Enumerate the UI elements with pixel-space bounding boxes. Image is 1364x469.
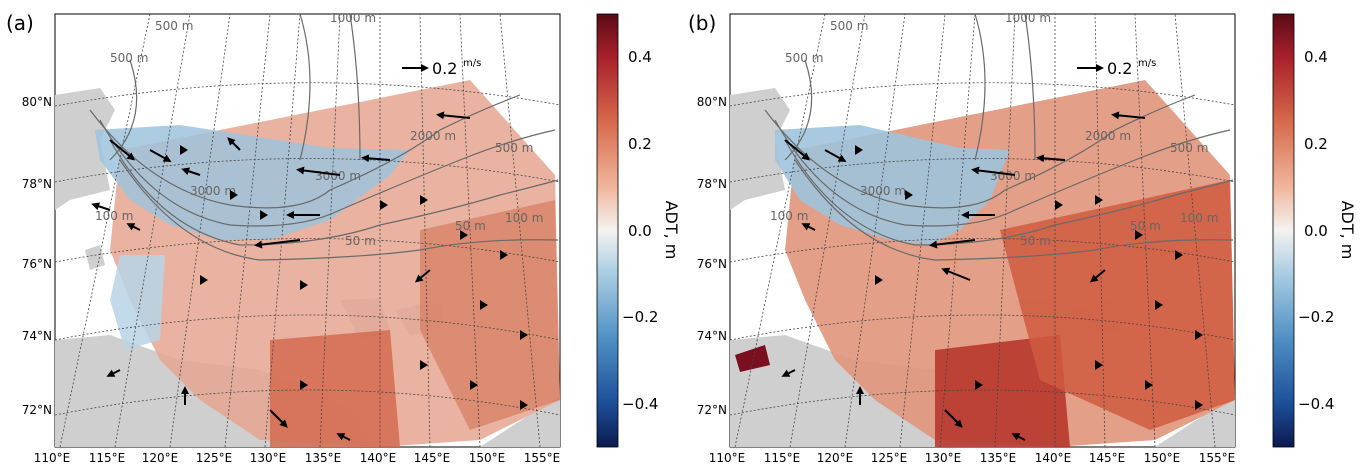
contour-label: 500 m [830,19,868,33]
lon-label: 110°E [709,451,746,465]
lon-label: 140°E [360,451,397,465]
lat-label: 80°N [697,95,727,109]
bathymetry-contours-b [764,13,1234,261]
panel-label-a: (a) [6,11,34,35]
arrow-heads-a [180,145,528,410]
lat-labels-a: 80°N 78°N 76°N 74°N 72°N [22,95,52,417]
lon-label: 120°E [817,451,854,465]
contour-label: 3000 m [315,169,361,183]
contour-label: 500 m [495,141,533,155]
colorbar-gradient-b [1272,13,1295,448]
contour-label: 50 m [1020,234,1051,248]
colorbar-tick: 0.0 [1304,222,1328,240]
lon-label: 115°E [764,451,801,465]
lon-label: 115°E [89,451,126,465]
colorbar-tick: 0.2 [628,135,652,153]
lat-label: 74°N [22,329,52,343]
panel-label-b: (b) [688,11,716,35]
graticule-a [54,13,561,448]
contour-label: 2000 m [1085,129,1131,143]
colorbar-tick: −0.2 [622,308,658,326]
colorbar-label-a: ADT, m [662,201,681,260]
contour-label: 100 m [95,209,133,223]
contour-label: 500 m [110,51,148,65]
contour-label: 50 m [1130,219,1161,233]
contour-label: 50 m [455,219,486,233]
velocity-arrows-b [781,111,1146,441]
lat-label: 72°N [22,403,52,417]
lon-label: 145°E [1089,451,1126,465]
lat-label: 76°N [697,257,727,271]
contour-label: 50 m [345,234,376,248]
lon-labels-a: 110°E 115°E 120°E 125°E 130°E 135°E 140°… [34,451,561,465]
lat-label: 78°N [22,177,52,191]
lat-label: 76°N [22,257,52,271]
arrow-heads-b [855,145,1203,410]
lat-label: 78°N [697,177,727,191]
lat-labels-b: 80°N 78°N 76°N 74°N 72°N [697,95,727,417]
adt-negative-tongue-a [110,255,165,350]
contour-label: 3000 m [190,184,236,198]
lon-label: 140°E [1035,451,1072,465]
lon-label: 130°E [250,451,287,465]
contour-label: 3000 m [990,169,1036,183]
colorbar-gradient-a [596,13,619,448]
lon-label: 135°E [980,451,1017,465]
reference-vector-a: 0.2 m/s [402,58,481,78]
contour-label: 500 m [1170,141,1208,155]
lon-label: 150°E [469,451,506,465]
reference-vector-b: 0.2 m/s [1077,58,1156,78]
colorbar-tick: 0.0 [628,222,652,240]
lon-labels-b: 110°E 115°E 120°E 125°E 130°E 135°E 140°… [709,451,1236,465]
lon-label: 130°E [925,451,962,465]
contour-label: 500 m [155,19,193,33]
colorbar-tick: −0.4 [1298,395,1334,413]
lon-label: 110°E [34,451,71,465]
adt-field-a [95,80,560,447]
contour-label: 3000 m [860,184,906,198]
adt-east-positive-region-b [1000,180,1235,430]
colorbar-a: 0.4 0.2 0.0 −0.2 −0.4 ADT, m [596,13,681,448]
colorbar-label-b: ADT, m [1338,201,1357,260]
lon-label: 125°E [871,451,908,465]
colorbar-tick: 0.2 [1304,135,1328,153]
colorbar-tick: −0.2 [1298,308,1334,326]
velocity-arrows-a [91,111,471,441]
lon-label: 125°E [196,451,233,465]
contour-label: 100 m [505,211,543,225]
contour-label: 100 m [770,209,808,223]
map-panel-a: (a) [6,11,561,465]
reference-vector-value-b: 0.2 [1107,59,1132,78]
colorbar-tick: 0.4 [1304,48,1328,66]
contour-label: 500 m [785,51,823,65]
lon-label: 155°E [524,451,561,465]
lat-label: 72°N [697,403,727,417]
reference-vector-unit-b: m/s [1138,58,1156,69]
colorbar-b: 0.4 0.2 0.0 −0.2 −0.4 ADT, m [1272,13,1357,448]
lat-label: 74°N [697,329,727,343]
adt-east-positive-region-a [420,200,560,430]
contour-label: 1000 m [1005,11,1051,25]
contour-label: 2000 m [410,129,456,143]
contour-label: 1000 m [330,11,376,25]
lon-label: 155°E [1199,451,1236,465]
lon-label: 145°E [414,451,451,465]
bathymetry-contours-a [89,13,559,261]
contour-label: 100 m [1180,211,1218,225]
lat-label: 80°N [22,95,52,109]
lon-label: 120°E [142,451,179,465]
lon-label: 135°E [305,451,342,465]
reference-vector-unit-a: m/s [463,58,481,69]
map-panel-b: (b) [688,11,1236,465]
contour-labels-b: 500 m 1000 m 500 m 2000 m 3000 m 3000 m … [770,11,1218,248]
colorbar-tick: −0.4 [622,395,658,413]
colorbar-tick: 0.4 [628,48,652,66]
reference-vector-value-a: 0.2 [432,59,457,78]
lon-label: 150°E [1144,451,1181,465]
adt-west-coast-anomaly-b [735,345,770,372]
adt-strong-positive-region-a [270,330,400,447]
graticule-b [729,13,1236,448]
